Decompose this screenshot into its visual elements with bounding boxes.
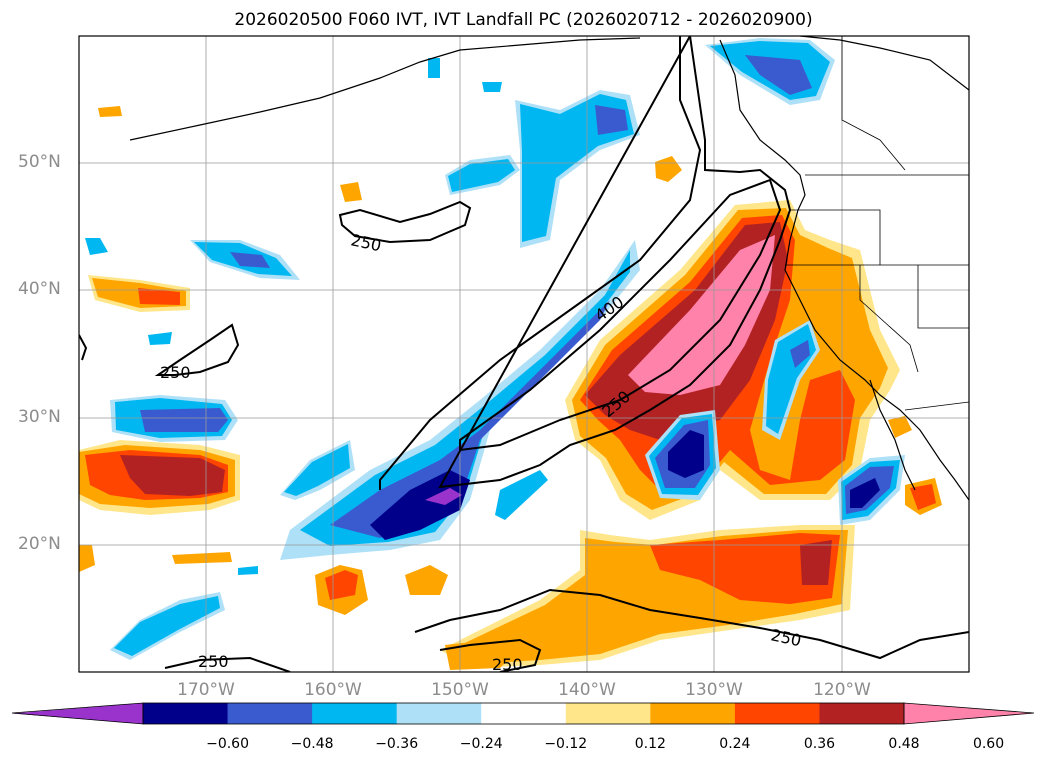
colorbar-tick-label: 0.12: [634, 736, 666, 752]
small-pos-2: [405, 565, 448, 595]
state-border-nv-az: [917, 265, 969, 329]
contour-250-main: [379, 36, 792, 490]
colorbar-cell: [312, 703, 398, 724]
state-border-ca-nv: [859, 265, 919, 373]
ivt-contours: [79, 36, 969, 672]
map-title: 2026020500 F060 IVT, IVT Landfall PC (20…: [234, 10, 813, 30]
nw-neg-blue: [230, 252, 270, 268]
west-pos-darkred: [120, 455, 225, 496]
positive-plume-pink: [628, 235, 775, 395]
colorbar-cell: [734, 703, 820, 724]
small-pos-4: [340, 182, 362, 202]
colorbar-tick-label: 0.60: [972, 736, 1005, 752]
colorbar-cell: [650, 703, 736, 724]
small-neg-2: [482, 82, 502, 92]
colorbar-tick-label: −0.12: [544, 736, 588, 752]
lon-label: 150°W: [431, 680, 489, 700]
small-neg-5: [238, 566, 258, 575]
small-pos-9: [888, 416, 912, 438]
lat-label: 40°N: [18, 279, 61, 299]
colorbar-cell: [481, 703, 567, 724]
gulf-neg-cyan: [448, 159, 515, 192]
colorbar-tick-label: 0.24: [719, 736, 751, 752]
colorbar-tick-label: −0.36: [375, 736, 419, 752]
contour-label: 250: [160, 363, 191, 382]
ca-neg-blue: [790, 340, 810, 368]
alaska-border: [841, 36, 906, 171]
colorbar-cell: [396, 703, 482, 724]
north-neg-blue: [595, 105, 628, 135]
alaska-neg-blue: [745, 55, 812, 95]
lat-label: 30°N: [18, 407, 61, 427]
lon-label: 140°W: [558, 680, 616, 700]
contour-west-edge: [79, 334, 88, 361]
baja-coast: [869, 379, 916, 491]
mid-neg2-cyan: [284, 444, 350, 496]
lon-label: 160°W: [304, 680, 362, 700]
colorbar-tick-label: 0.36: [803, 736, 836, 752]
south-band-red: [650, 533, 840, 604]
north-america-coast: [719, 36, 969, 501]
colorbar-tick-label: −0.60: [206, 736, 249, 752]
contour-250-s: [414, 588, 969, 660]
contour-250-s2: [439, 638, 542, 672]
negative-plume-navy: [370, 470, 470, 540]
colorbar-cell: [143, 703, 229, 724]
colorbar-tick-label: 0.48: [888, 736, 920, 752]
colorbar-extend-min: [12, 703, 143, 724]
us-mexico-border: [904, 401, 969, 411]
negative-plume-purple: [425, 488, 462, 505]
state-border-or-wa: [790, 209, 881, 265]
sw-neg-cyan: [114, 596, 220, 656]
lon-label: 170°W: [177, 680, 235, 700]
graticule: [79, 36, 969, 672]
small-neg-6: [428, 58, 440, 78]
contour-label: 250: [198, 652, 229, 671]
contour-400: [459, 178, 782, 452]
lon-label: 130°W: [685, 680, 743, 700]
negative-plume-cyan: [300, 250, 630, 546]
contour-250-nw: [338, 200, 472, 244]
small-pos-6: [79, 545, 95, 572]
small-pos-5: [172, 552, 232, 564]
colorbar-cell: [819, 703, 905, 724]
colorbar-extend-max: [904, 703, 1034, 724]
colorbar-tick-label: −0.24: [459, 736, 503, 752]
baja-pos-red: [910, 484, 936, 510]
contour-label: 250: [492, 655, 523, 674]
small-neg-4: [495, 470, 548, 520]
lat-label: 50°N: [18, 152, 61, 172]
negative-plume-blue: [330, 300, 610, 538]
colorbar-cell: [227, 703, 313, 724]
small-neg-1: [85, 238, 108, 255]
baja-neg-navy: [850, 478, 880, 508]
alaska-coast: [129, 37, 641, 141]
colorbar-cell: [565, 703, 651, 724]
contour-250-w: [154, 323, 240, 376]
lon-label: 120°W: [813, 680, 871, 700]
small-pos-8: [98, 106, 122, 117]
small-neg-3: [148, 332, 172, 345]
center-neg-navy: [668, 430, 704, 478]
colorbar-frame: [142, 702, 905, 725]
map-frame: [78, 35, 970, 673]
small-pos-7: [445, 640, 520, 670]
ivt-shading: [79, 38, 942, 670]
contour-250-sw: [164, 656, 291, 672]
coastlines: [129, 36, 969, 501]
lat-label: 20°N: [18, 534, 61, 554]
colorbar-tick-label: −0.48: [290, 736, 334, 752]
political-borders: [785, 36, 969, 411]
south-band-darkred: [800, 540, 832, 585]
colorbar-cells: [12, 703, 1034, 724]
small-pos-3: [655, 156, 682, 182]
nw-pos-red: [138, 288, 180, 305]
